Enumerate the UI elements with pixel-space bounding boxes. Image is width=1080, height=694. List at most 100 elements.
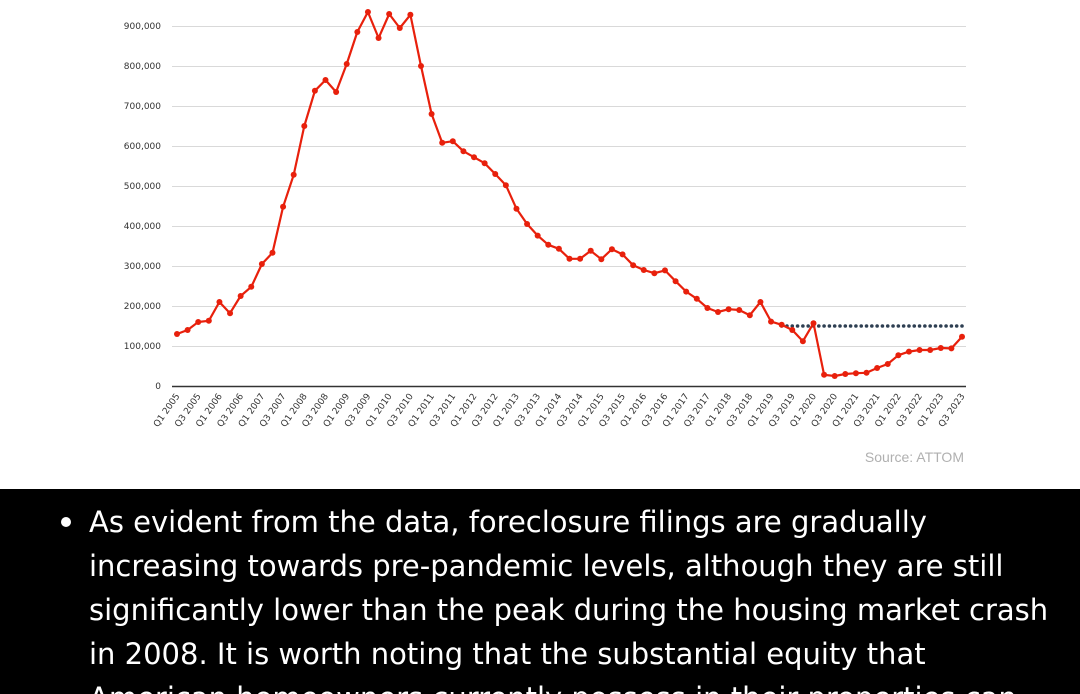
y-tick-label: 700,000 — [124, 102, 161, 112]
gridlines — [172, 26, 966, 388]
y-tick-label: 500,000 — [124, 182, 161, 192]
data-point — [513, 205, 520, 212]
bullet-text: As evident from the data, foreclosure fi… — [89, 505, 1049, 694]
data-point — [746, 312, 753, 319]
data-point — [237, 293, 244, 299]
chart-canvas: 0 100,000 200,000 300,000 400,000 500,000 600,… — [124, 9, 967, 430]
data-point — [343, 61, 350, 67]
reference-dot — [949, 324, 954, 328]
data-point — [280, 203, 287, 210]
foreclosure-chart: 0 100,000 200,000 300,000 400,000 500,000 600,… — [123, 9, 968, 465]
data-point — [778, 321, 785, 328]
data-point — [301, 123, 308, 129]
data-point — [407, 11, 414, 18]
data-point — [651, 270, 658, 277]
bullet-list: As evident from the data, foreclosure fi… — [0, 489, 1080, 694]
data-point — [640, 267, 647, 273]
bullet-item: As evident from the data, foreclosure fi… — [61, 489, 1080, 694]
data-point — [736, 307, 743, 313]
reference-dot — [832, 324, 837, 328]
data-point — [821, 371, 828, 378]
series-points — [174, 9, 965, 379]
data-point — [757, 299, 764, 305]
data-point — [375, 35, 382, 41]
data-point — [471, 154, 478, 161]
data-point — [577, 255, 584, 262]
reference-dot — [806, 324, 810, 328]
reference-dot — [896, 324, 901, 328]
data-point — [333, 89, 340, 95]
data-point — [683, 288, 690, 295]
bullet-dot-icon — [61, 517, 71, 527]
reference-dot — [960, 324, 964, 328]
reference-dot — [907, 324, 911, 328]
data-point — [799, 338, 806, 345]
data-point — [810, 320, 817, 327]
data-point — [205, 317, 212, 324]
data-point — [725, 306, 732, 313]
reference-dot — [854, 324, 858, 328]
data-point — [460, 148, 467, 155]
data-point — [174, 331, 180, 337]
data-point — [248, 283, 255, 290]
chart-source-label: Source: ATTOM — [864, 449, 964, 465]
data-point — [863, 369, 870, 376]
data-point — [184, 327, 191, 333]
data-point — [195, 319, 202, 325]
data-point — [661, 267, 668, 274]
reference-dot — [838, 324, 842, 328]
data-point — [534, 232, 541, 239]
data-point — [905, 348, 912, 355]
data-point — [916, 347, 923, 353]
data-point — [396, 25, 403, 31]
reference-dot — [901, 324, 906, 328]
data-point — [789, 327, 796, 333]
reference-dot — [870, 324, 874, 328]
data-point — [566, 255, 573, 262]
data-point — [852, 370, 859, 377]
y-axis-ticks: 0 100,000 200,000 300,000 400,000 500,000 600,… — [124, 22, 161, 392]
data-point — [927, 347, 934, 353]
data-point — [545, 241, 552, 248]
reference-dot — [944, 324, 948, 328]
data-point — [428, 111, 435, 117]
reference-dot — [880, 324, 885, 328]
reference-dot — [843, 324, 848, 328]
reference-dotted-line — [779, 324, 964, 328]
data-point — [216, 299, 223, 305]
reference-dot — [875, 324, 879, 328]
data-point — [492, 171, 499, 177]
data-point — [842, 371, 849, 377]
data-point — [322, 77, 329, 83]
reference-dot — [864, 324, 869, 328]
data-point — [831, 373, 838, 379]
data-point — [895, 352, 902, 359]
data-point — [630, 262, 637, 269]
reference-dot — [790, 324, 795, 328]
reference-dot — [848, 324, 853, 328]
reference-dot — [816, 324, 821, 328]
reference-dot — [933, 324, 938, 328]
data-point — [587, 247, 594, 254]
data-point — [598, 256, 605, 263]
reference-dot — [912, 324, 917, 328]
data-point — [959, 333, 965, 340]
reference-dot — [885, 324, 890, 328]
reference-dot — [795, 324, 800, 328]
data-point — [227, 310, 234, 317]
reference-dot — [822, 324, 826, 328]
data-point — [884, 361, 891, 367]
data-point — [417, 63, 424, 69]
y-tick-label: 100,000 — [124, 342, 161, 352]
data-point — [386, 11, 393, 17]
reference-dot — [928, 324, 932, 328]
data-point — [948, 345, 955, 352]
y-tick-label: 400,000 — [124, 222, 161, 232]
data-point — [608, 246, 615, 253]
data-point — [693, 295, 700, 302]
reference-dot — [891, 324, 895, 328]
y-tick-label: 200,000 — [124, 302, 161, 312]
reference-dot — [801, 324, 805, 328]
reference-dot — [859, 324, 864, 328]
